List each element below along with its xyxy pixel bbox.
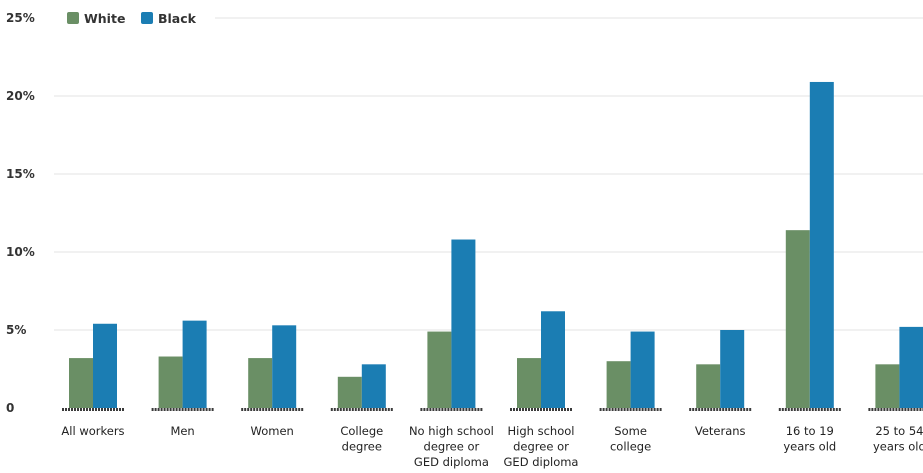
bar-black-4 bbox=[451, 239, 476, 408]
category-label: 16 to 19 years old bbox=[783, 424, 836, 454]
bar-white-9 bbox=[875, 364, 900, 408]
bar-black-1 bbox=[182, 320, 207, 408]
category-label: All workers bbox=[61, 424, 124, 438]
bar-black-7 bbox=[720, 330, 745, 408]
legend-label-black: Black bbox=[158, 11, 197, 26]
bar-black-2 bbox=[272, 325, 297, 408]
bar-black-5 bbox=[541, 311, 565, 408]
legend-swatch-white bbox=[67, 12, 79, 24]
bar-white-2 bbox=[248, 358, 273, 408]
category-label: High school degree or GED diploma bbox=[504, 424, 579, 469]
bar-white-5 bbox=[517, 358, 541, 408]
category-label: College degree bbox=[340, 424, 383, 454]
bar-white-8 bbox=[785, 230, 810, 408]
category-label: Women bbox=[251, 424, 294, 438]
y-tick-label: 5% bbox=[6, 323, 26, 337]
bars bbox=[69, 81, 923, 409]
category-label: No high school degree or GED diploma bbox=[409, 424, 494, 469]
gridlines bbox=[54, 17, 923, 331]
legend: White Black bbox=[67, 11, 197, 26]
category-label: Veterans bbox=[695, 424, 746, 438]
category-labels: All workers Men Women College degree No high … bbox=[61, 424, 923, 469]
bar-black-6 bbox=[630, 331, 655, 408]
y-tick-label: 15% bbox=[6, 167, 35, 181]
category-label: Men bbox=[170, 424, 194, 438]
bar-black-9 bbox=[899, 326, 923, 408]
bar-black-8 bbox=[809, 81, 834, 409]
y-axis-ticks: 0 5% 10% 15% 20% 25% bbox=[6, 11, 35, 415]
bar-white-0 bbox=[69, 358, 93, 408]
y-tick-label: 25% bbox=[6, 11, 35, 25]
bar-white-1 bbox=[158, 356, 183, 408]
bar-black-3 bbox=[361, 364, 386, 408]
category-label: Some college bbox=[610, 424, 651, 454]
bar-white-4 bbox=[427, 331, 452, 408]
bar-white-7 bbox=[696, 364, 721, 408]
bar-black-0 bbox=[93, 323, 117, 408]
y-tick-label: 10% bbox=[6, 245, 35, 259]
bar-white-6 bbox=[606, 361, 631, 408]
y-tick-label: 0 bbox=[6, 401, 14, 415]
y-tick-label: 20% bbox=[6, 89, 35, 103]
legend-label-white: White bbox=[84, 11, 125, 26]
legend-swatch-black bbox=[141, 12, 153, 24]
bar-white-3 bbox=[337, 376, 362, 408]
category-label: 25 to 54 years old bbox=[873, 424, 923, 454]
